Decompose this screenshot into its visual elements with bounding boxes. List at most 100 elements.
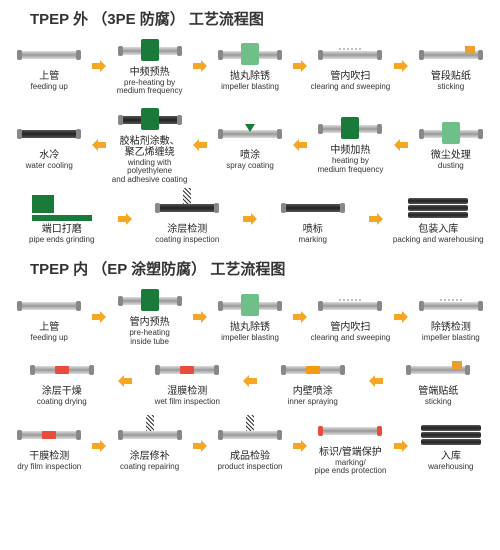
process-row: 干膜检测 dry film inspection 涂层修补 coating re… xyxy=(8,417,492,476)
process-step: 管内吹扫 clearing and sweeping xyxy=(309,292,391,342)
process-step: 入库 warehousing xyxy=(410,421,492,471)
flow-arrow-icon xyxy=(191,439,209,453)
step-label-zh: 端口打磨 xyxy=(42,224,82,235)
step-label-en: clearing and sweeping xyxy=(311,83,391,91)
process-step: 抛丸除锈 impeller blasting xyxy=(209,292,291,342)
pipe-caps-icon xyxy=(317,417,383,445)
process-step: 管内吹扫 clearing and sweeping xyxy=(309,41,391,91)
step-label-zh: 内壁喷涂 xyxy=(293,386,333,397)
flow-arrow-icon xyxy=(90,138,108,152)
step-label-en: pre-heating bymedium frequency xyxy=(117,79,183,96)
process-step: 抛丸除锈 impeller blasting xyxy=(209,41,291,91)
step-label-zh: 涂层检测 xyxy=(167,224,207,235)
pipe-tri-icon xyxy=(217,120,283,148)
process-step: 涂层检测 coating inspection xyxy=(134,194,242,244)
process-step: 管段贴纸 sticking xyxy=(410,41,492,91)
step-label-zh: 包装入库 xyxy=(418,224,458,235)
pipe-box-lt-icon xyxy=(217,292,283,320)
process-step: 胶粘剂涂敷、聚乙烯缠绕 winding with polyethyleneand… xyxy=(108,106,190,184)
step-label-zh: 管内预热 xyxy=(130,317,170,328)
section-title: TPEP 内 （EP 涂塑防腐） 工艺流程图 xyxy=(8,258,492,279)
process-step: 上管 feeding up xyxy=(8,292,90,342)
step-label-zh: 涂层修补 xyxy=(130,451,170,462)
flow-arrow-icon xyxy=(291,138,309,152)
flow-arrow-icon xyxy=(116,374,134,388)
process-step: 标识/管端保护 marking/pipe ends protection xyxy=(309,417,391,476)
flow-arrow-icon xyxy=(392,138,410,152)
step-label-zh: 上管 xyxy=(39,71,59,82)
section-title: TPEP 外 （3PE 防腐） 工艺流程图 xyxy=(8,8,492,29)
step-label-en: coating inspection xyxy=(155,236,219,244)
pipe-band-r-icon xyxy=(16,421,82,449)
step-label-zh: 除锈检测 xyxy=(431,322,471,333)
pipe-box-icon xyxy=(117,37,183,65)
step-label-zh: 入库 xyxy=(441,451,461,462)
process-step: 涂层修补 coating repairing xyxy=(108,421,190,471)
step-label-en: sticking xyxy=(437,83,464,91)
step-label-zh: 胶粘剂涂敷、聚乙烯缠绕 xyxy=(120,136,180,158)
step-label-zh: 水冷 xyxy=(39,150,59,161)
step-label-en: pipe ends grinding xyxy=(29,236,94,244)
process-step: 内壁喷涂 inner spraying xyxy=(259,356,367,406)
flow-arrow-icon xyxy=(90,310,108,324)
step-label-en: product inspection xyxy=(218,463,283,471)
pipe-dk-box-icon xyxy=(117,106,183,134)
step-label-en: impeller blasting xyxy=(221,334,279,342)
step-label-en: coating repairing xyxy=(120,463,179,471)
pipe-dots-icon xyxy=(317,41,383,69)
stack-icon xyxy=(405,194,471,222)
flow-arrow-icon xyxy=(291,439,309,453)
grinder-icon xyxy=(29,194,95,222)
step-label-en: dusting xyxy=(438,162,464,170)
step-label-zh: 管端贴纸 xyxy=(418,386,458,397)
pipe-tag-icon xyxy=(418,41,484,69)
step-label-en: coating drying xyxy=(37,398,87,406)
pipe-box-lt-icon xyxy=(217,41,283,69)
flow-arrow-icon xyxy=(116,212,134,226)
flow-arrow-icon xyxy=(291,310,309,324)
process-step: 除锈检测 impeller blasting xyxy=(410,292,492,342)
pipe-dots-icon xyxy=(418,292,484,320)
process-step: 上管 feeding up xyxy=(8,41,90,91)
step-label-zh: 管内吹扫 xyxy=(330,71,370,82)
step-label-zh: 中频预热 xyxy=(130,67,170,78)
pipe-dk-spring-icon xyxy=(154,194,220,222)
pipe-dk-icon xyxy=(16,120,82,148)
step-label-zh: 涂层干燥 xyxy=(42,386,82,397)
step-label-zh: 微尘处理 xyxy=(431,150,471,161)
step-label-en: packing and warehousing xyxy=(393,236,484,244)
step-label-en: dry film inspection xyxy=(17,463,81,471)
step-label-en: clearing and sweeping xyxy=(311,334,391,342)
process-step: 管端贴纸 sticking xyxy=(385,356,493,406)
flow-arrow-icon xyxy=(241,374,259,388)
flow-arrow-icon xyxy=(392,439,410,453)
pipe-box-lt-icon xyxy=(418,120,484,148)
pipe-band-o-icon xyxy=(280,356,346,384)
process-row: 端口打磨 pipe ends grinding 涂层检测 coating ins… xyxy=(8,194,492,244)
flow-arrow-icon xyxy=(241,212,259,226)
step-label-zh: 干膜检测 xyxy=(29,451,69,462)
pipe-box-icon xyxy=(317,115,383,143)
step-label-zh: 管内吹扫 xyxy=(330,322,370,333)
step-label-en: marking xyxy=(299,236,327,244)
process-row: 水冷 water cooling 胶粘剂涂敷、聚乙烯缠绕 winding wit… xyxy=(8,106,492,184)
step-label-en: feeding up xyxy=(31,334,68,342)
process-step: 包装入库 packing and warehousing xyxy=(385,194,493,244)
step-label-zh: 成品检验 xyxy=(230,451,270,462)
process-row: 涂层干燥 coating drying 湿膜检测 wet film inspec… xyxy=(8,356,492,406)
process-step: 成品检验 product inspection xyxy=(209,421,291,471)
flow-arrow-icon xyxy=(90,439,108,453)
step-label-zh: 抛丸除锈 xyxy=(230,71,270,82)
step-label-en: impeller blasting xyxy=(422,334,480,342)
step-label-zh: 管段贴纸 xyxy=(431,71,471,82)
process-step: 涂层干燥 coating drying xyxy=(8,356,116,406)
flowchart-section: TPEP 外 （3PE 防腐） 工艺流程图 上管 feeding up 中频预热… xyxy=(8,8,492,244)
flow-arrow-icon xyxy=(367,374,385,388)
process-step: 干膜检测 dry film inspection xyxy=(8,421,90,471)
process-row: 上管 feeding up 中频预热 pre-heating bymedium … xyxy=(8,37,492,96)
step-label-en: pre-heatinginside tube xyxy=(129,329,169,346)
flow-arrow-icon xyxy=(191,138,209,152)
step-label-en: wet film inspection xyxy=(155,398,220,406)
step-label-en: warehousing xyxy=(428,463,473,471)
pipe-band-r-icon xyxy=(29,356,95,384)
